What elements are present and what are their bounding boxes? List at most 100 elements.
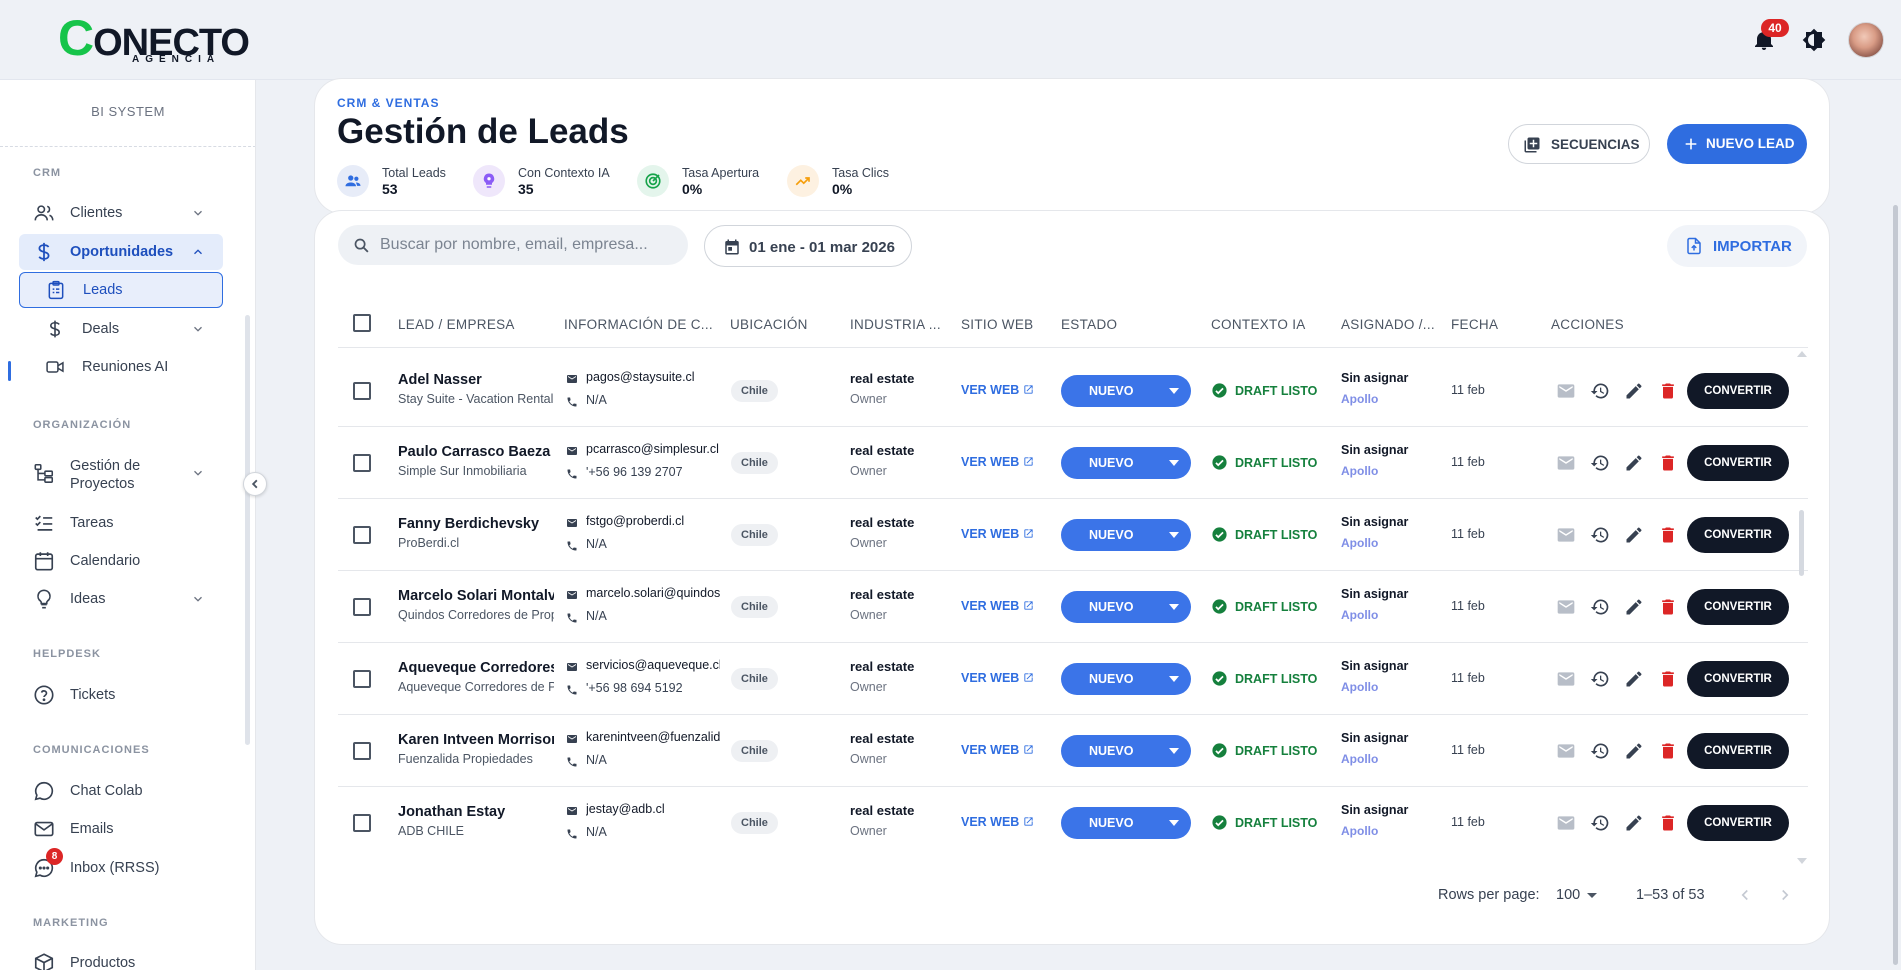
edit-pencil-icon[interactable] bbox=[1624, 741, 1644, 761]
next-page-icon[interactable] bbox=[1776, 886, 1794, 904]
lead-name[interactable]: Paulo Carrasco Baeza bbox=[398, 444, 551, 460]
history-icon[interactable] bbox=[1590, 813, 1610, 833]
lead-name[interactable]: Aqueveque Corredores bbox=[398, 660, 554, 676]
history-icon[interactable] bbox=[1590, 741, 1610, 761]
sidebar-item-oportunidades[interactable]: Oportunidades bbox=[19, 234, 223, 270]
row-checkbox[interactable] bbox=[353, 742, 371, 760]
row-checkbox[interactable] bbox=[353, 670, 371, 688]
lead-name[interactable]: Adel Nasser bbox=[398, 372, 482, 388]
page-scrollbar[interactable] bbox=[1888, 80, 1901, 970]
row-checkbox[interactable] bbox=[353, 598, 371, 616]
email-action-icon[interactable] bbox=[1556, 381, 1576, 401]
history-icon[interactable] bbox=[1590, 597, 1610, 617]
table-row[interactable]: Aqueveque Corredores Aqueveque Corredore… bbox=[338, 643, 1808, 715]
search-input[interactable] bbox=[380, 233, 675, 257]
sidebar-item-reuniones[interactable]: Reuniones AI bbox=[19, 349, 223, 385]
history-icon[interactable] bbox=[1590, 525, 1610, 545]
search-box[interactable] bbox=[338, 225, 688, 265]
sequences-button[interactable]: SECUENCIAS bbox=[1508, 124, 1650, 164]
website-link[interactable]: VER WEB bbox=[961, 599, 1034, 613]
collapse-sidebar-button[interactable] bbox=[243, 472, 267, 496]
table-row[interactable]: Paulo Carrasco Baeza Simple Sur Inmobili… bbox=[338, 427, 1808, 499]
previous-page-icon[interactable] bbox=[1736, 886, 1754, 904]
email-action-icon[interactable] bbox=[1556, 669, 1576, 689]
status-select[interactable]: NUEVO bbox=[1061, 519, 1191, 551]
lead-name[interactable]: Marcelo Solari Montalva bbox=[398, 588, 554, 604]
column-header[interactable]: SITIO WEB bbox=[961, 317, 1034, 332]
lead-name[interactable]: Jonathan Estay bbox=[398, 804, 506, 820]
row-checkbox[interactable] bbox=[353, 454, 371, 472]
lead-name[interactable]: Karen Intveen Morrison bbox=[398, 732, 554, 748]
convert-button[interactable]: CONVERTIR bbox=[1687, 517, 1789, 553]
edit-pencil-icon[interactable] bbox=[1624, 525, 1644, 545]
sidebar-item-emails[interactable]: Emails bbox=[19, 811, 223, 847]
trash-icon[interactable] bbox=[1658, 525, 1678, 545]
history-icon[interactable] bbox=[1590, 669, 1610, 689]
trash-icon[interactable] bbox=[1658, 597, 1678, 617]
new-lead-button[interactable]: NUEVO LEAD bbox=[1667, 124, 1807, 164]
sidebar-item-deals[interactable]: Deals bbox=[19, 311, 223, 347]
sidebar-item-productos[interactable]: Productos bbox=[19, 945, 223, 970]
website-link[interactable]: VER WEB bbox=[961, 455, 1034, 469]
table-row[interactable]: Marcelo Solari Montalva Quindos Corredor… bbox=[338, 571, 1808, 643]
convert-button[interactable]: CONVERTIR bbox=[1687, 373, 1789, 409]
date-range-picker[interactable]: 01 ene - 01 mar 2026 bbox=[704, 225, 912, 267]
sidebar-item-tareas[interactable]: Tareas bbox=[19, 505, 223, 541]
rows-per-page-select[interactable]: 100 bbox=[1556, 887, 1597, 903]
row-checkbox[interactable] bbox=[353, 526, 371, 544]
website-link[interactable]: VER WEB bbox=[961, 815, 1034, 829]
trash-icon[interactable] bbox=[1658, 813, 1678, 833]
sidebar-item-clientes[interactable]: Clientes bbox=[19, 195, 223, 231]
convert-button[interactable]: CONVERTIR bbox=[1687, 661, 1789, 697]
trash-icon[interactable] bbox=[1658, 741, 1678, 761]
table-scroll-up[interactable] bbox=[1797, 351, 1807, 357]
column-header[interactable]: FECHA bbox=[1451, 317, 1499, 332]
history-icon[interactable] bbox=[1590, 453, 1610, 473]
email-action-icon[interactable] bbox=[1556, 597, 1576, 617]
convert-button[interactable]: CONVERTIR bbox=[1687, 805, 1789, 841]
status-select[interactable]: NUEVO bbox=[1061, 663, 1191, 695]
convert-button[interactable]: CONVERTIR bbox=[1687, 589, 1789, 625]
brand-logo[interactable]: CONECTO AGENCIA bbox=[58, 13, 250, 68]
table-row[interactable]: Fanny Berdichevsky ProBerdi.cl fstgo@pro… bbox=[338, 499, 1808, 571]
status-select[interactable]: NUEVO bbox=[1061, 807, 1191, 839]
sidebar-item-proyectos[interactable]: Gestión de Proyectos bbox=[19, 448, 223, 498]
edit-pencil-icon[interactable] bbox=[1624, 453, 1644, 473]
edit-pencil-icon[interactable] bbox=[1624, 597, 1644, 617]
table-row[interactable]: Karen Intveen Morrison Fuenzalida Propie… bbox=[338, 715, 1808, 787]
website-link[interactable]: VER WEB bbox=[961, 527, 1034, 541]
column-header[interactable]: INDUSTRIA ... bbox=[850, 317, 941, 332]
row-checkbox[interactable] bbox=[353, 382, 371, 400]
website-link[interactable]: VER WEB bbox=[961, 383, 1034, 397]
trash-icon[interactable] bbox=[1658, 669, 1678, 689]
website-link[interactable]: VER WEB bbox=[961, 743, 1034, 757]
edit-pencil-icon[interactable] bbox=[1624, 381, 1644, 401]
column-header[interactable]: INFORMACIÓN DE C... bbox=[564, 317, 713, 332]
sidebar-item-calendario[interactable]: Calendario bbox=[19, 543, 223, 579]
edit-pencil-icon[interactable] bbox=[1624, 813, 1644, 833]
theme-toggle-icon[interactable] bbox=[1802, 28, 1826, 52]
column-header[interactable]: ASIGNADO /... bbox=[1341, 317, 1435, 332]
edit-pencil-icon[interactable] bbox=[1624, 669, 1644, 689]
status-select[interactable]: NUEVO bbox=[1061, 735, 1191, 767]
sidebar-item-ideas[interactable]: Ideas bbox=[19, 581, 223, 617]
email-action-icon[interactable] bbox=[1556, 453, 1576, 473]
email-action-icon[interactable] bbox=[1556, 525, 1576, 545]
sidebar-scrollbar[interactable] bbox=[245, 315, 250, 745]
row-checkbox[interactable] bbox=[353, 814, 371, 832]
table-row[interactable]: Adel Nasser Stay Suite - Vacation Rental… bbox=[338, 355, 1808, 427]
column-header[interactable]: CONTEXTO IA bbox=[1211, 317, 1306, 332]
trash-icon[interactable] bbox=[1658, 453, 1678, 473]
email-action-icon[interactable] bbox=[1556, 813, 1576, 833]
sidebar-item-leads[interactable]: Leads bbox=[19, 272, 223, 308]
status-select[interactable]: NUEVO bbox=[1061, 591, 1191, 623]
column-header[interactable]: ESTADO bbox=[1061, 317, 1118, 332]
trash-icon[interactable] bbox=[1658, 381, 1678, 401]
table-scrollbar[interactable] bbox=[1799, 510, 1804, 576]
select-all-checkbox[interactable] bbox=[353, 314, 371, 332]
user-avatar[interactable] bbox=[1848, 22, 1884, 58]
table-scroll-down[interactable] bbox=[1797, 858, 1807, 864]
import-button[interactable]: IMPORTAR bbox=[1667, 225, 1807, 267]
status-select[interactable]: NUEVO bbox=[1061, 447, 1191, 479]
convert-button[interactable]: CONVERTIR bbox=[1687, 733, 1789, 769]
